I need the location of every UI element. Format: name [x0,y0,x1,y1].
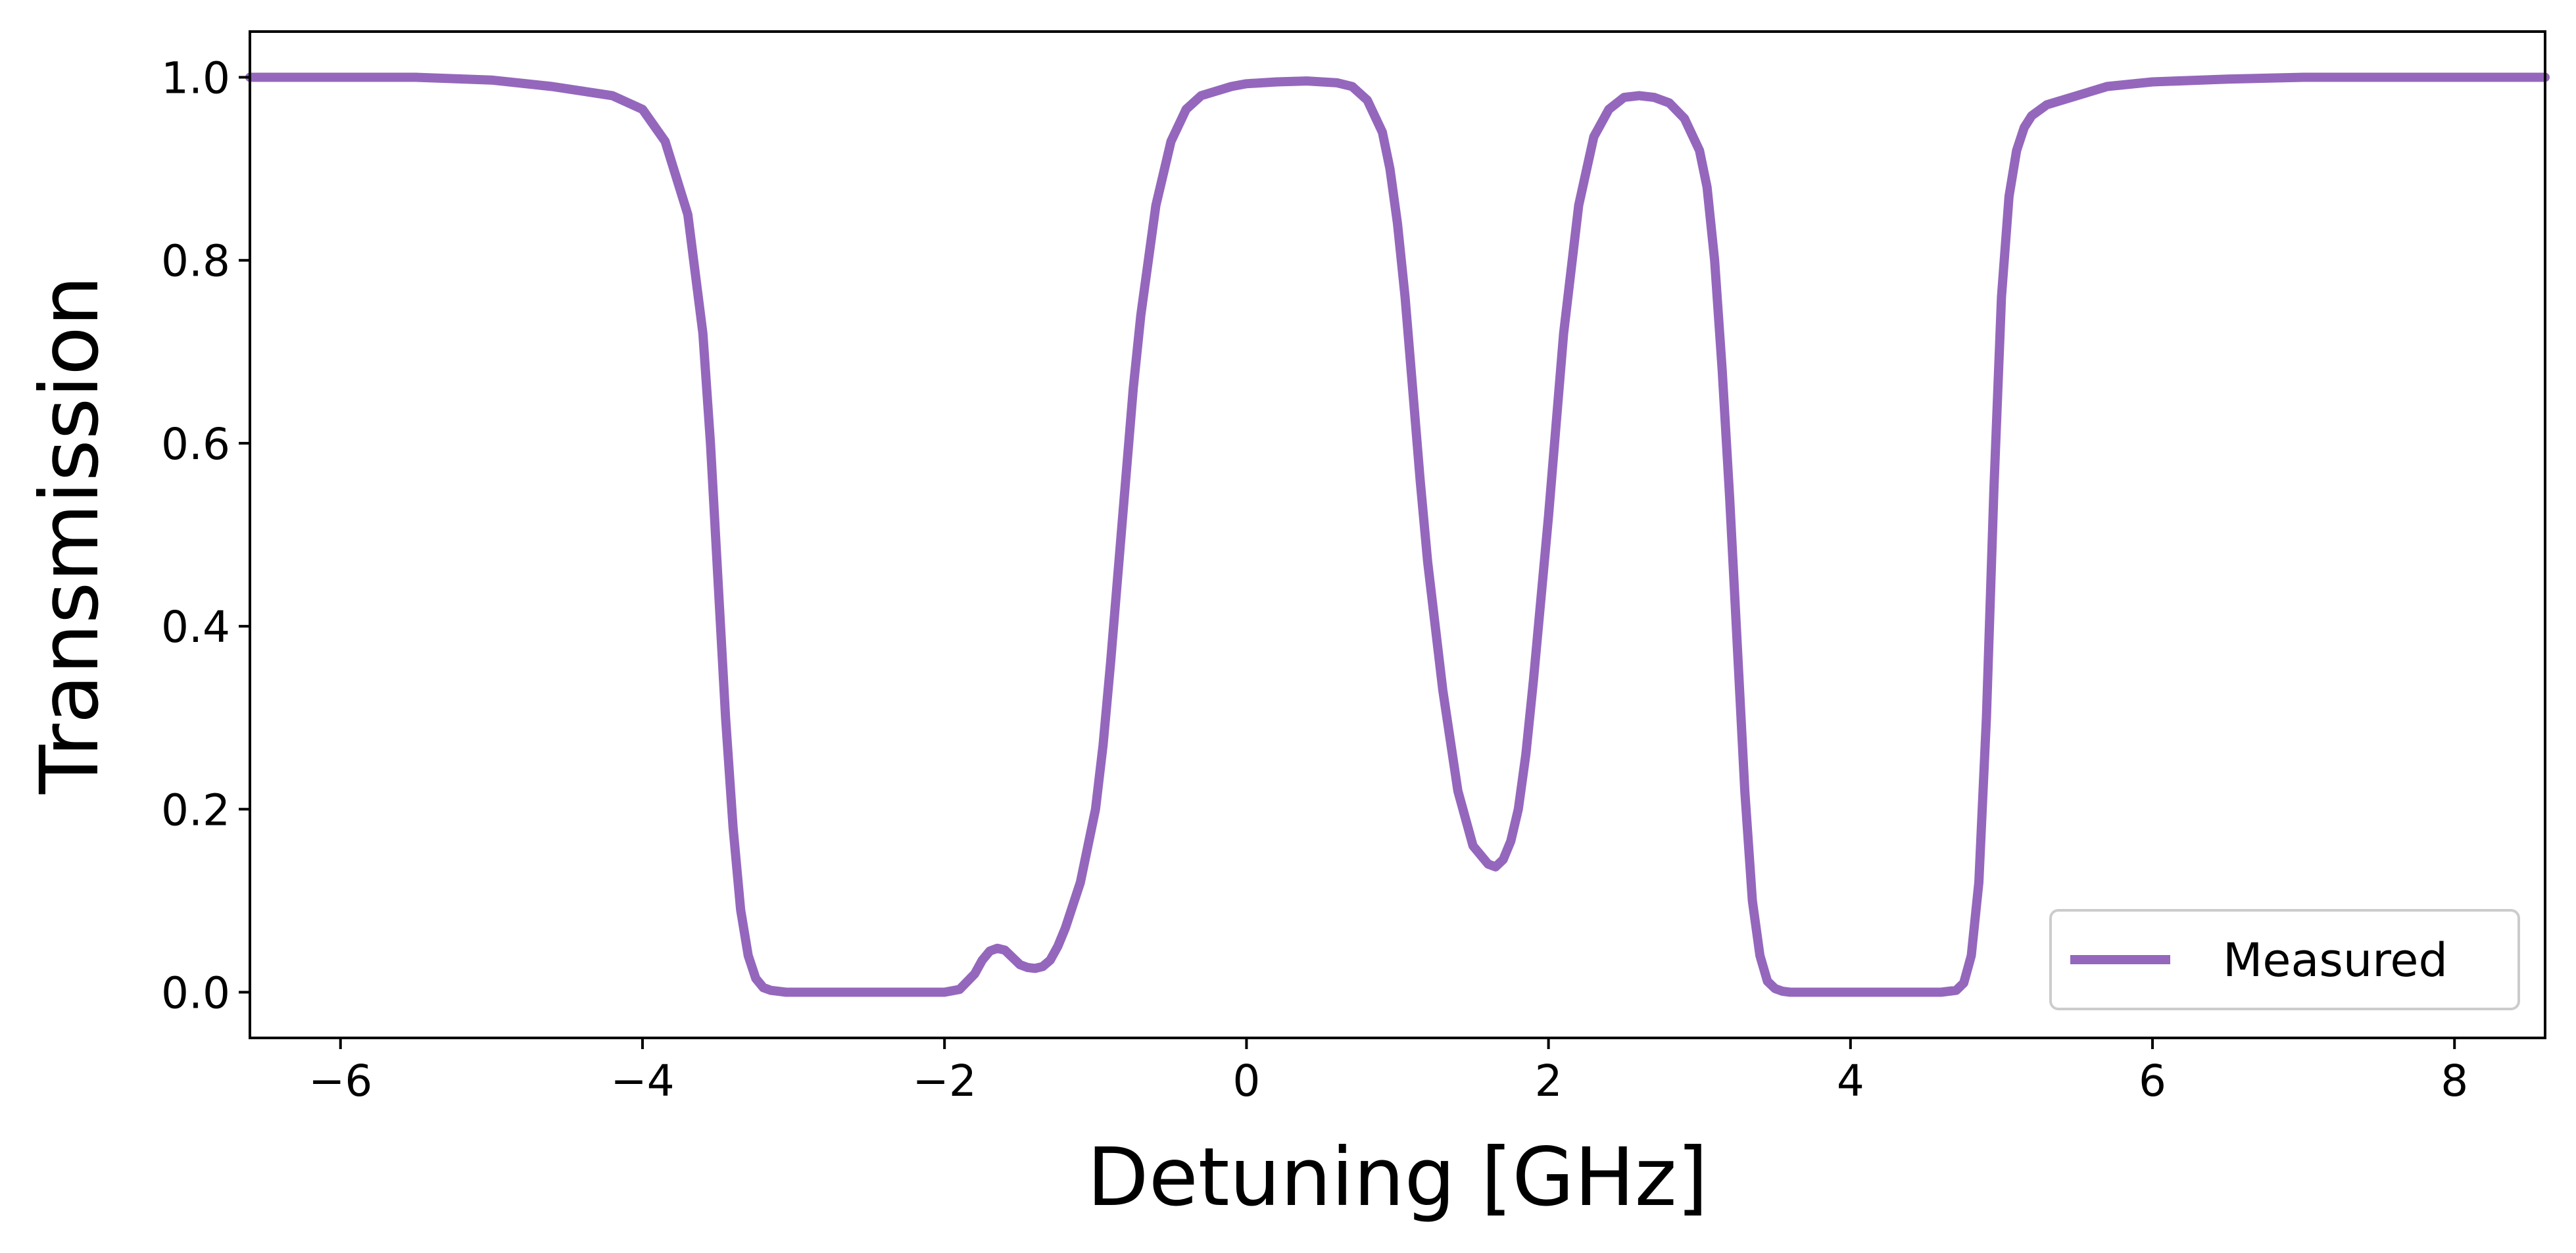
y-tick-label: 0.8 [161,236,230,287]
x-tick-label: 2 [1535,1056,1563,1106]
y-tick-label: 0.4 [161,602,230,652]
x-axis-label: Detuning [GHz] [1087,1131,1708,1224]
y-axis-ticks: 0.0 0.2 0.4 0.6 0.8 1.0 [161,53,250,1018]
series-line-measured [245,72,2550,997]
y-tick-label: 0.6 [161,419,230,470]
legend: Measured [2049,909,2520,1010]
plot-background [250,32,2545,1038]
x-tick-label: −6 [308,1056,372,1106]
x-tick-label: −2 [913,1056,977,1106]
plot-frame [249,30,2546,1039]
x-tick-label: 4 [1837,1056,1864,1106]
x-tick-label: −4 [610,1056,674,1106]
y-tick-label: 1.0 [161,53,230,104]
x-tick-label: 6 [2139,1056,2166,1106]
y-tick-label: 0.2 [161,785,230,835]
x-axis-ticks: −6 −4 −2 0 2 4 6 8 [308,1038,2468,1106]
x-tick-label: 8 [2441,1056,2468,1106]
y-axis-label: Transmission [23,276,116,795]
legend-box [2049,909,2520,1010]
x-tick-label: 0 [1232,1056,1260,1106]
series-layer [245,72,2550,997]
legend-label-measured: Measured [2223,933,2448,987]
plot-area [245,30,2550,1039]
y-tick-label: 0.0 [161,968,230,1018]
